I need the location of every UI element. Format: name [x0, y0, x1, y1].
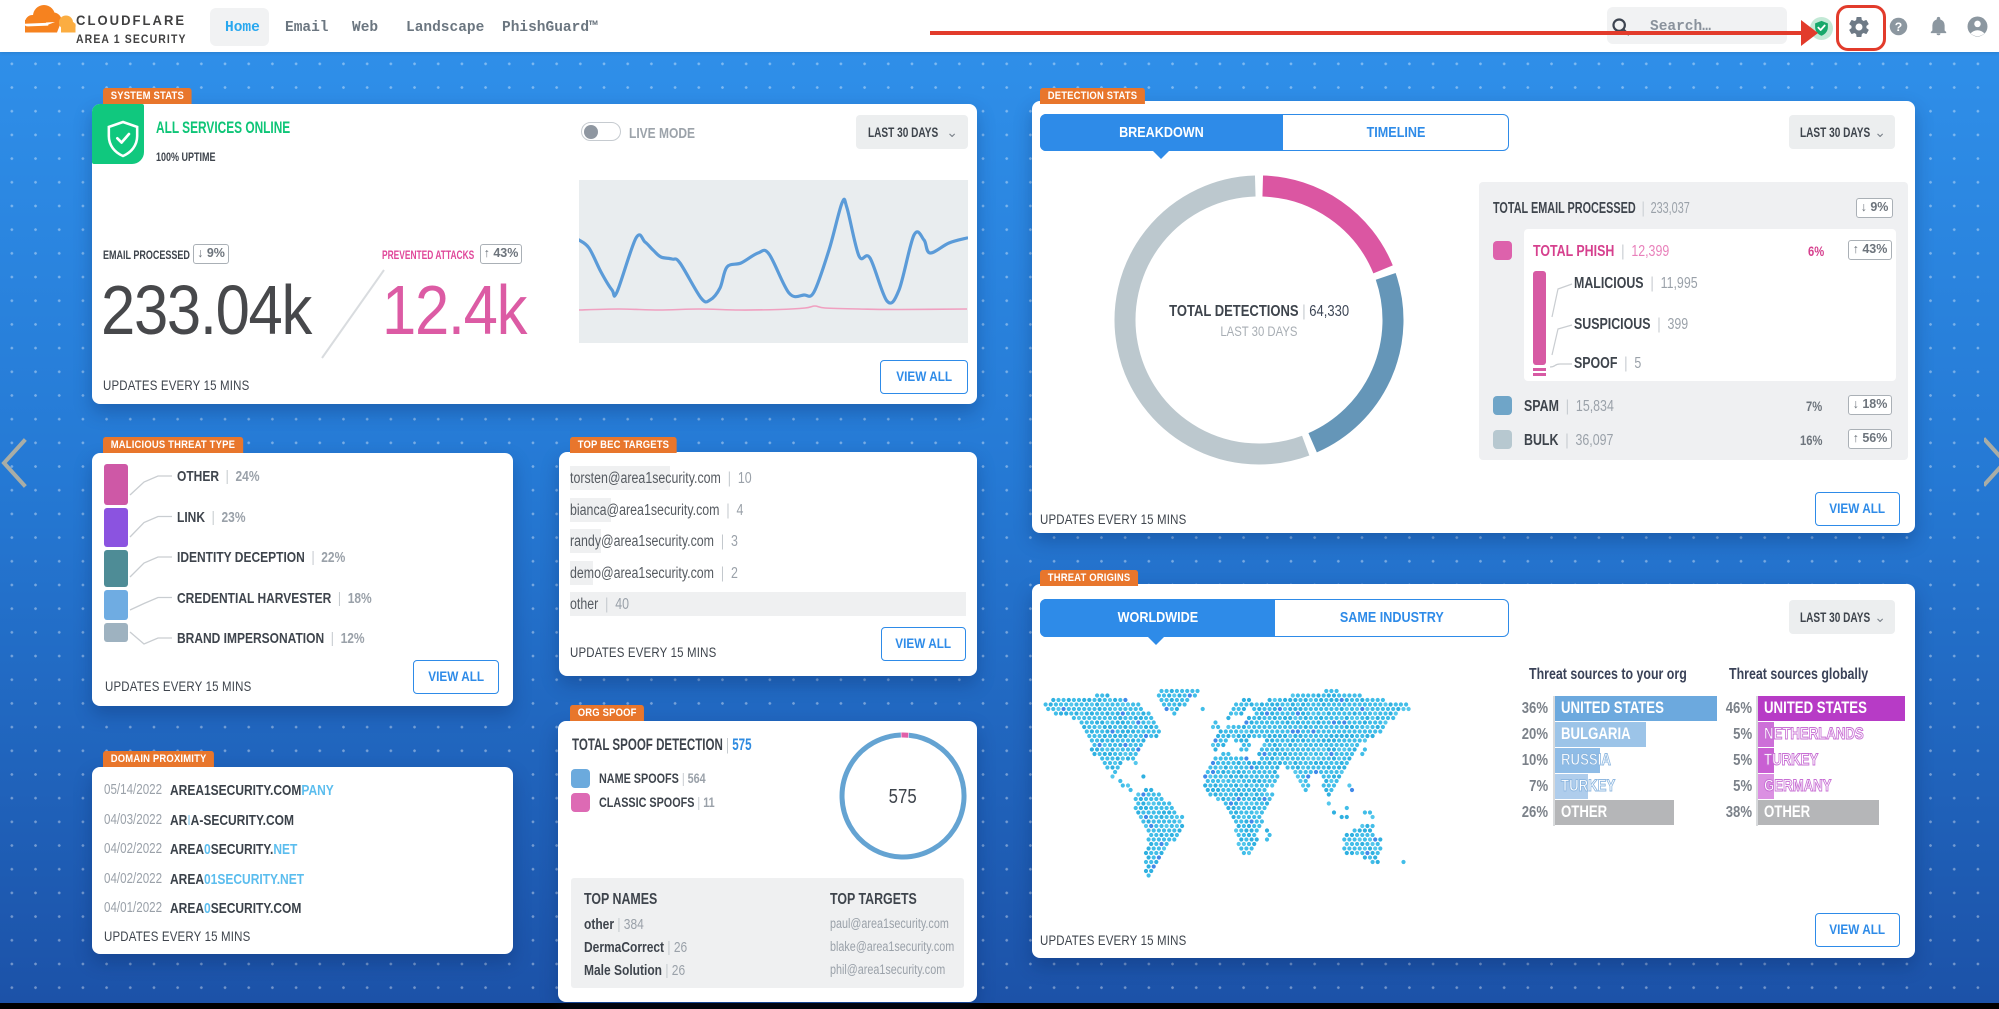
- svg-text:?: ?: [1895, 20, 1902, 34]
